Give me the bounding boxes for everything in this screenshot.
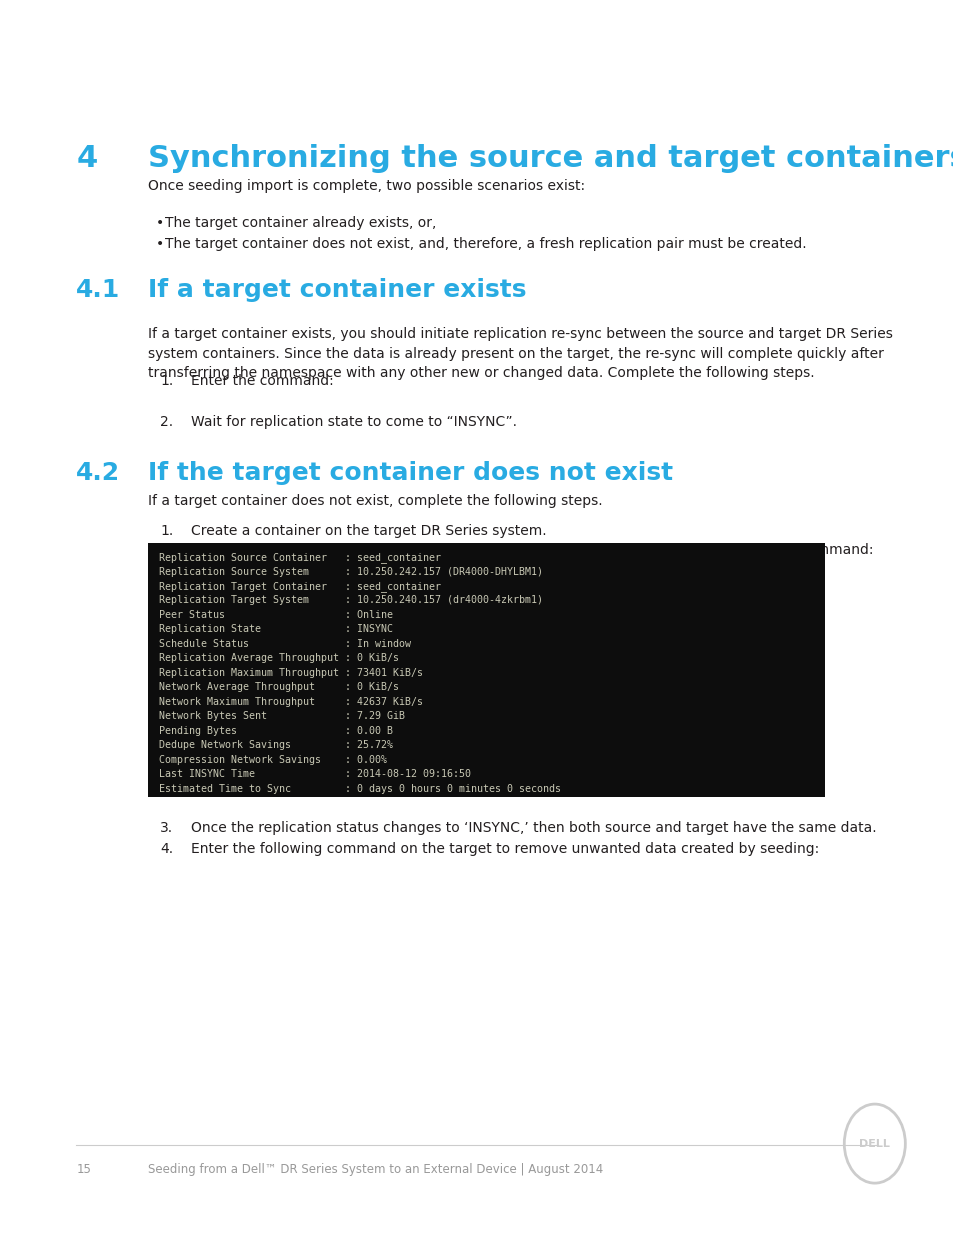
Text: Peer Status                    : Online: Peer Status : Online (159, 610, 393, 620)
Text: Replication Average Throughput : 0 KiB/s: Replication Average Throughput : 0 KiB/s (159, 653, 399, 663)
Text: 1.: 1. (160, 374, 173, 388)
Text: Synchronizing the source and target containers: Synchronizing the source and target cont… (148, 144, 953, 173)
Text: 1.: 1. (160, 524, 173, 537)
Text: Once seeding import is complete, two possible scenarios exist:: Once seeding import is complete, two pos… (148, 179, 584, 193)
Text: Enter the command:: Enter the command: (191, 374, 334, 388)
Text: The target container already exists, or,: The target container already exists, or, (165, 216, 436, 230)
Text: Replication State              : INSYNC: Replication State : INSYNC (159, 625, 393, 635)
Text: Last INSYNC Time               : 2014-08-12 09:16:50: Last INSYNC Time : 2014-08-12 09:16:50 (159, 769, 471, 779)
Text: 2.: 2. (160, 415, 173, 429)
Text: Replication Source System      : 10.250.242.157 (DR4000-DHYLBM1): Replication Source System : 10.250.242.1… (159, 567, 543, 577)
Text: Estimated Time to Sync         : 0 days 0 hours 0 minutes 0 seconds: Estimated Time to Sync : 0 days 0 hours … (159, 783, 560, 794)
Text: Pending Bytes                  : 0.00 B: Pending Bytes : 0.00 B (159, 726, 393, 736)
Text: Replication Maximum Throughput : 73401 KiB/s: Replication Maximum Throughput : 73401 K… (159, 668, 423, 678)
Text: DELL: DELL (859, 1139, 889, 1149)
Text: The target container does not exist, and, therefore, a fresh replication pair mu: The target container does not exist, and… (165, 237, 806, 251)
Text: •: • (155, 237, 164, 251)
Text: 4.2: 4.2 (76, 461, 120, 484)
Text: Network Maximum Throughput     : 42637 KiB/s: Network Maximum Throughput : 42637 KiB/s (159, 697, 423, 706)
Text: Seeding from a Dell™ DR Series System to an External Device | August 2014: Seeding from a Dell™ DR Series System to… (148, 1163, 602, 1177)
Text: 4.1: 4.1 (76, 278, 120, 301)
Text: Once the replication status changes to ‘INSYNC,’ then both source and target hav: Once the replication status changes to ‘… (191, 821, 876, 835)
Text: Compression Network Savings    : 0.00%: Compression Network Savings : 0.00% (159, 755, 387, 764)
Text: 15: 15 (76, 1163, 91, 1177)
Text: Replication Source Container   : seed_container: Replication Source Container : seed_cont… (159, 552, 441, 563)
Text: Network Bytes Sent             : 7.29 GiB: Network Bytes Sent : 7.29 GiB (159, 711, 405, 721)
Text: 3.: 3. (160, 821, 173, 835)
Text: If the target container does not exist: If the target container does not exist (148, 461, 672, 484)
Text: Enable replication between the source and target DR containers by using the foll: Enable replication between the source an… (191, 543, 872, 557)
Text: 4.: 4. (160, 842, 173, 856)
Text: If a target container exists: If a target container exists (148, 278, 526, 301)
Text: •: • (155, 216, 164, 230)
Text: Replication Target Container   : seed_container: Replication Target Container : seed_cont… (159, 580, 441, 592)
Text: Create a container on the target DR Series system.: Create a container on the target DR Seri… (191, 524, 546, 537)
Text: Enter the following command on the target to remove unwanted data created by see: Enter the following command on the targe… (191, 842, 819, 856)
Text: Dedupe Network Savings         : 25.72%: Dedupe Network Savings : 25.72% (159, 740, 393, 750)
FancyBboxPatch shape (148, 543, 824, 797)
Text: Schedule Status                : In window: Schedule Status : In window (159, 638, 411, 648)
Text: If a target container exists, you should initiate replication re-sync between th: If a target container exists, you should… (148, 327, 892, 380)
Text: Wait for replication state to come to “INSYNC”.: Wait for replication state to come to “I… (191, 415, 517, 429)
Text: Replication Target System      : 10.250.240.157 (dr4000-4zkrbm1): Replication Target System : 10.250.240.1… (159, 595, 543, 605)
Text: 4: 4 (76, 144, 97, 173)
Text: 2.: 2. (160, 543, 173, 557)
Text: If a target container does not exist, complete the following steps.: If a target container does not exist, co… (148, 494, 602, 508)
Text: Network Average Throughput     : 0 KiB/s: Network Average Throughput : 0 KiB/s (159, 682, 399, 693)
